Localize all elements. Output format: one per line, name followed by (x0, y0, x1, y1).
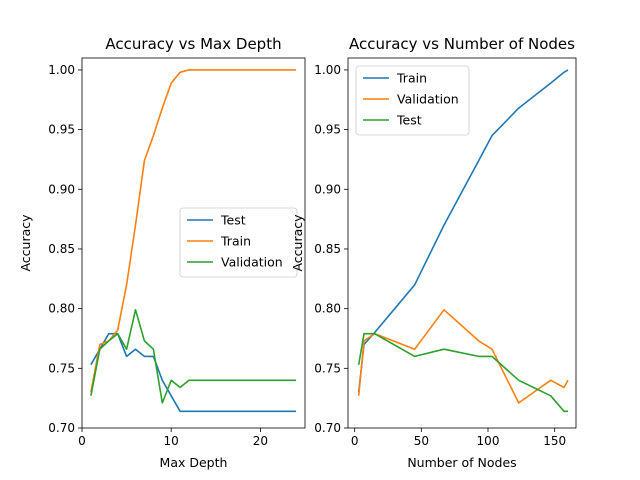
chart-title: Accuracy vs Max Depth (105, 35, 281, 53)
y-tick-label: 0.95 (48, 123, 75, 137)
y-tick-label: 0.90 (48, 182, 75, 196)
series-line-test (357, 332, 568, 413)
y-tick-label: 1.00 (314, 63, 341, 77)
y-tick-label: 0.85 (48, 242, 75, 256)
legend-label: Test (220, 213, 246, 228)
series-line-validation (90, 308, 297, 404)
y-tick-label: 1.00 (48, 63, 75, 77)
y-tick-label: 0.70 (314, 421, 341, 435)
legend-label: Train (396, 71, 427, 86)
y-tick-label: 0.75 (314, 361, 341, 375)
series-line-train (90, 69, 297, 393)
y-tick-label: 0.85 (314, 242, 341, 256)
y-tick-label: 0.80 (48, 302, 75, 316)
x-tick-label: 0 (351, 434, 359, 448)
x-tick-label: 50 (414, 434, 429, 448)
legend-label: Train (220, 234, 251, 249)
axes-frame (81, 57, 306, 429)
x-axis-label: Number of Nodes (407, 455, 516, 470)
series-line-validation (357, 308, 569, 404)
chart-title: Accuracy vs Number of Nodes (349, 35, 575, 53)
legend-box (179, 207, 298, 278)
y-axis-label: Accuracy (290, 214, 305, 272)
axes-frame (347, 57, 577, 429)
legend-label: Validation (221, 255, 283, 270)
y-tick-label: 0.95 (314, 123, 341, 137)
series-line-test (90, 332, 297, 413)
chart-1: Accuracy vs Max Depth 0.70 0.75 0.80 0.85 0.9… (18, 35, 306, 470)
legend-label: Test (396, 113, 422, 128)
y-tick-label: 0.75 (48, 361, 75, 375)
x-tick-label: 100 (477, 434, 500, 448)
y-tick-label: 0.90 (314, 182, 341, 196)
legend-label: Validation (397, 92, 459, 107)
x-tick-label: 10 (164, 434, 179, 448)
x-axis-label: Max Depth (160, 455, 228, 470)
legend-box (355, 65, 470, 136)
chart-2: Accuracy vs Number of Nodes 0.70 0.75 0.80 0… (290, 35, 577, 470)
y-axis-label: Accuracy (18, 214, 33, 272)
y-tick-label: 0.70 (48, 421, 75, 435)
legend: Train Validation Test (355, 65, 470, 136)
x-tick-label: 0 (78, 434, 86, 448)
y-tick-label: 0.80 (314, 302, 341, 316)
legend: Test Train Validation (179, 207, 298, 278)
x-tick-label: 150 (543, 434, 566, 448)
x-tick-label: 20 (253, 434, 268, 448)
